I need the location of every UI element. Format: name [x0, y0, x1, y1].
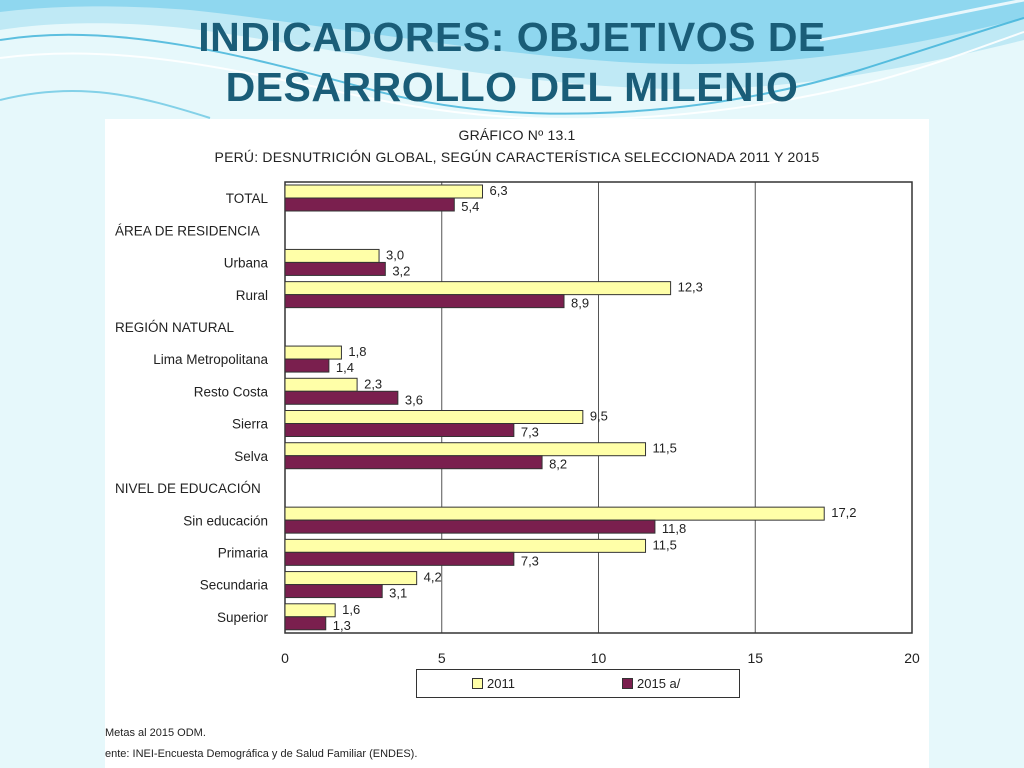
bar-2011-6	[284, 377, 358, 392]
bar-2011-3	[284, 281, 672, 296]
data-label-2011-8: 11,5	[653, 441, 677, 456]
data-label-2011-7: 9,5	[590, 409, 608, 424]
chart-subtitle: PERÚ: DESNUTRICIÓN GLOBAL, SEGÚN CARACTE…	[214, 149, 820, 165]
x-tick-label-4: 20	[904, 650, 920, 666]
category-label-10: Sin educación	[183, 513, 268, 528]
data-label-2011-13: 1,6	[342, 602, 360, 617]
data-label-2015-11: 7,3	[521, 553, 539, 568]
bar-2011-8	[284, 442, 647, 457]
legend-item-2015: 2015 a/	[622, 676, 680, 691]
legend-swatch-2015	[622, 678, 633, 689]
category-label-2: Urbana	[224, 256, 269, 271]
data-label-2015-3: 8,9	[571, 296, 589, 311]
x-tick-label-2: 10	[591, 650, 607, 666]
bar-2015-0	[284, 197, 455, 212]
bar-2011-11	[284, 538, 647, 553]
bar-2011-5	[284, 345, 342, 360]
slide-title: INDICADORES: OBJETIVOS DE DESARROLLO DEL…	[0, 12, 1024, 112]
footnote-goals: Metas al 2015 ODM.	[105, 727, 206, 739]
bar-2015-3	[284, 294, 565, 309]
data-label-2011-0: 6,3	[490, 183, 508, 198]
bar-2011-7	[284, 410, 584, 424]
data-label-2015-5: 1,4	[336, 360, 354, 375]
data-label-2011-6: 2,3	[364, 376, 382, 391]
bar-2011-10	[284, 506, 825, 521]
data-label-2015-7: 7,3	[521, 425, 539, 440]
chart-number: GRÁFICO Nº 13.1	[458, 127, 576, 143]
bar-2015-8	[284, 455, 543, 470]
x-tick-label-0: 0	[281, 650, 289, 666]
bar-2011-13	[284, 603, 336, 618]
bar-2015-7	[284, 423, 515, 437]
category-label-11: Primaria	[218, 545, 269, 560]
category-label-5: Lima Metropolitana	[153, 352, 268, 367]
section-label-9: NIVEL DE EDUCACIÓN	[115, 481, 261, 496]
bar-2015-10	[284, 519, 656, 534]
x-tick-label-3: 15	[747, 650, 763, 666]
bar-2011-12	[284, 571, 418, 586]
category-label-13: Superior	[217, 610, 269, 625]
bar-2015-5	[284, 358, 330, 373]
x-tick-label-1: 5	[438, 650, 446, 666]
data-label-2011-12: 4,2	[424, 570, 442, 585]
category-label-3: Rural	[236, 288, 268, 303]
data-label-2015-2: 3,2	[392, 263, 410, 278]
data-label-2015-0: 5,4	[461, 199, 479, 214]
bar-2015-2	[284, 261, 386, 276]
data-label-2015-8: 8,2	[549, 457, 567, 472]
data-label-2011-10: 17,2	[831, 505, 856, 520]
legend-label-2011: 2011	[487, 676, 515, 691]
data-label-2015-10: 11,8	[662, 521, 686, 536]
category-label-7: Sierra	[232, 417, 269, 432]
data-label-2011-2: 3,0	[386, 247, 404, 262]
data-label-2015-6: 3,6	[405, 392, 423, 407]
bar-2011-2	[284, 248, 380, 263]
category-label-8: Selva	[234, 449, 268, 464]
bar-chart: 0 5 10 15 20 TOTAL 6,3 5,4 ÁREA DE RESIDENCIA Urb…	[115, 181, 920, 666]
chart-panel: GRÁFICO Nº 13.1 PERÚ: DESNUTRICIÓN GLOBA…	[105, 119, 929, 768]
bar-2015-13	[284, 616, 327, 631]
legend-swatch-2011	[472, 678, 483, 689]
category-label-6: Resto Costa	[194, 384, 269, 399]
section-label-4: REGIÓN NATURAL	[115, 320, 235, 335]
legend-item-2011: 2011	[472, 676, 515, 691]
data-label-2015-12: 3,1	[389, 586, 407, 601]
section-label-1: ÁREA DE RESIDENCIA	[115, 223, 260, 238]
data-label-2015-13: 1,3	[333, 618, 351, 633]
plot-frame	[284, 181, 913, 634]
bar-2015-6	[284, 390, 399, 405]
bar-2015-11	[284, 551, 515, 566]
slide-title-line2: DESARROLLO DEL MILENIO	[225, 64, 799, 110]
data-label-2011-5: 1,8	[348, 344, 366, 359]
legend-label-2015: 2015 a/	[637, 676, 681, 691]
slide-title-line1: INDICADORES: OBJETIVOS DE	[198, 14, 826, 60]
footnote-source: ente: INEI-Encuesta Demográfica y de Sal…	[105, 748, 418, 760]
bar-2011-0	[284, 184, 484, 199]
data-label-2011-11: 11,5	[653, 537, 677, 552]
chart-legend: 2011 2015 a/	[416, 669, 740, 698]
category-label-0: TOTAL	[226, 191, 269, 206]
category-label-12: Secundaria	[200, 578, 269, 593]
data-label-2011-3: 12,3	[678, 280, 703, 295]
bar-2015-12	[284, 584, 383, 599]
